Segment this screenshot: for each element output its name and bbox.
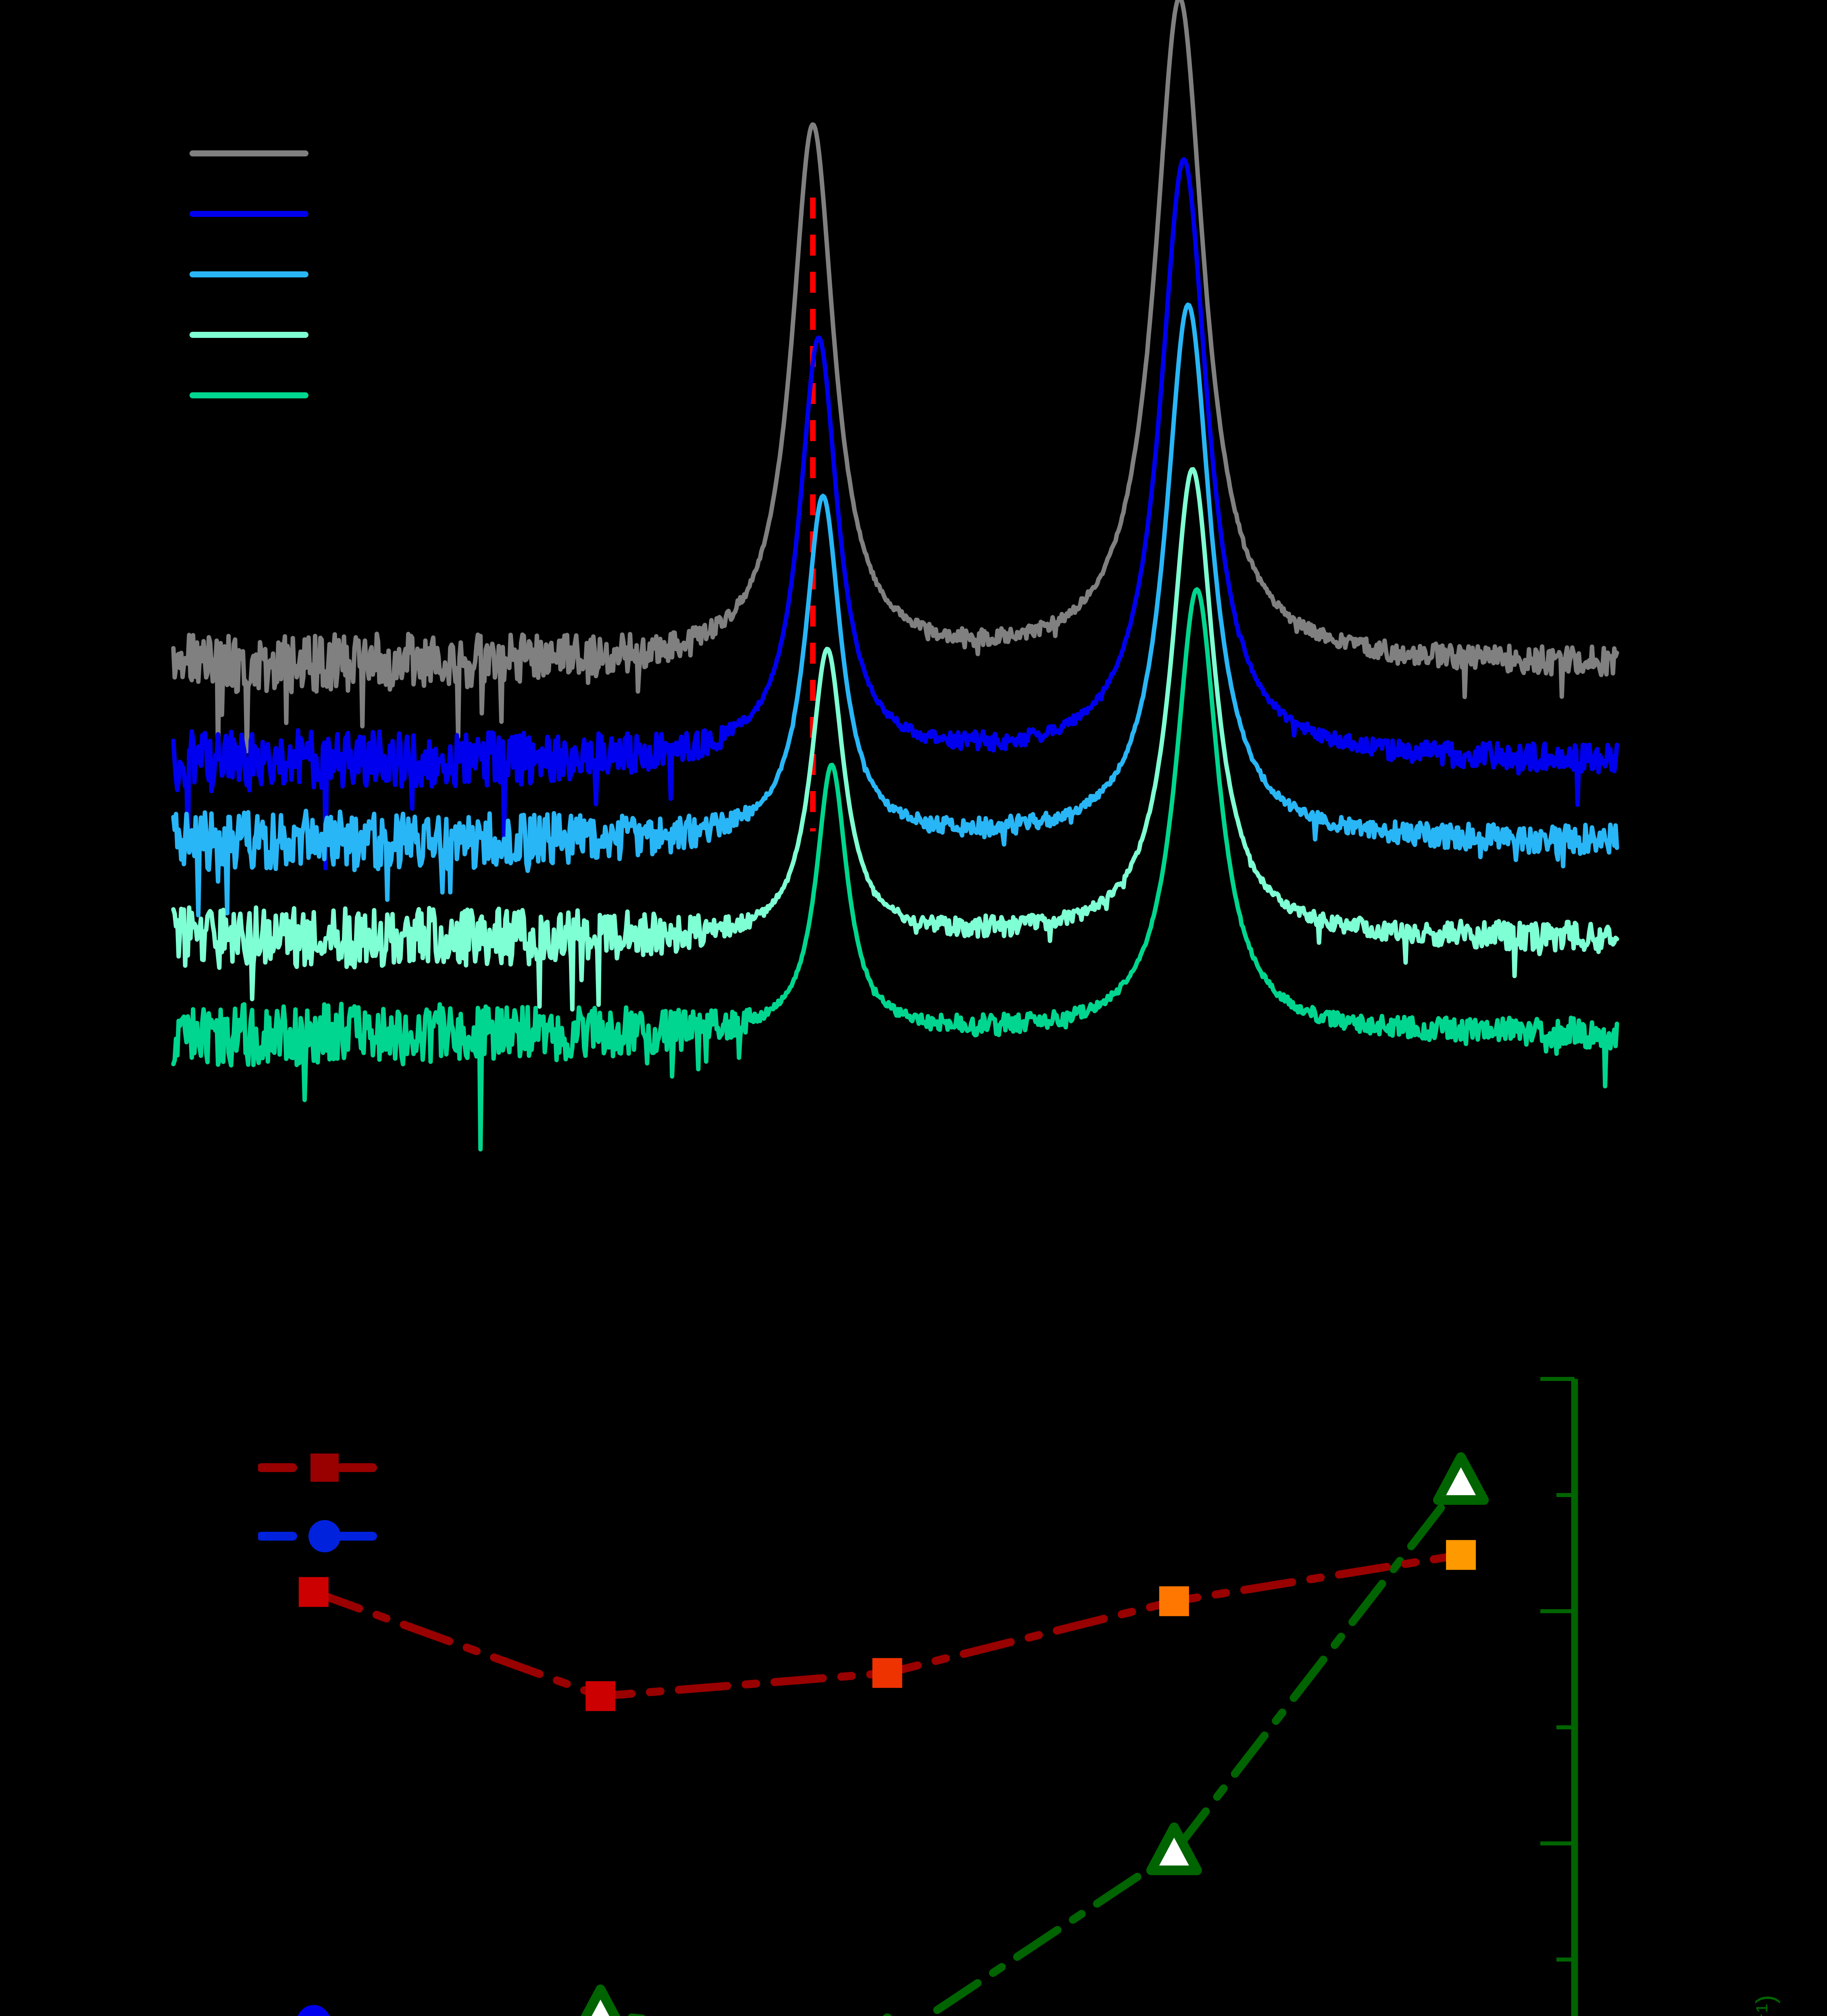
legend-item-spectrum-3[interactable]: 5.4 GPa [190,314,410,355]
legend-item-spectrum-2[interactable]: 3.6 GPa [190,254,410,294]
legend-glyph-svg [257,1454,392,1482]
trend-marker-square [872,1658,902,1688]
trend-marker-square [1446,1540,1476,1570]
trend-marker-circle [298,2005,330,2016]
spectrum-trace-4 [171,587,1619,1152]
legend-marker-peak-2 [257,1512,392,1560]
trend-marker-square [298,1577,329,1607]
legend-label-peak-1: Peak 1 [403,1454,476,1481]
spectrum-trace-2 [171,302,1619,918]
panel-b-plot-area [0,1234,1827,2016]
panel-b-trends: (b) Pressure (GPa) Peak position (cm⁻¹) … [0,1234,1827,2016]
legend-label-spectrum-1: 1.8 GPa [325,200,410,227]
panel-b-svg [298,1377,1578,2016]
legend-swatch-spectrum-3 [190,331,308,338]
panel-a-legend: 0.0 GPa 1.8 GPa 3.6 GPa 5.4 GPa 7.2 GPa [190,133,754,439]
spectrum-trace-3 [171,467,1619,1012]
legend-label-spectrum-4: 7.2 GPa [325,382,410,408]
legend-swatch-spectrum-2 [190,271,308,277]
legend-label-spectrum-0: 0.0 GPa [325,140,410,167]
panel-a-ylabel: Intensity (a.u.) [77,658,107,827]
trend-marker-square [585,1681,616,1711]
legend-label-spectrum-2: 3.6 GPa [325,261,410,287]
legend-swatch-spectrum-1 [190,210,308,217]
legend-label-spectrum-3: 5.4 GPa [325,321,410,348]
legend-item-peak-2[interactable]: Peak 2 [257,1512,476,1560]
legend-swatch-spectrum-0 [190,150,308,156]
panel-b-ylabel-right: FWHM (cm⁻¹) [1750,1995,1781,2016]
panel-b-legend: Peak 1 Peak 2 [257,1443,903,1572]
legend-item-spectrum-0[interactable]: 0.0 GPa [190,133,410,173]
trend-marker-square [1159,1586,1189,1616]
legend-swatch-spectrum-4 [190,392,308,398]
legend-item-spectrum-1[interactable]: 1.8 GPa [190,194,410,234]
spectrum-trace-0 [171,0,1619,758]
trend-marker-triangle [1146,1822,1202,1875]
legend-label-peak-2: Peak 2 [403,1523,476,1549]
panel-a-spectra: 0.0 GPa 1.8 GPa 3.6 GPa 5.4 GPa 7.2 GPa … [73,0,1619,1212]
panel-a-svg [171,0,1619,1152]
panel-b-ylabel-left: Peak position (cm⁻¹) [77,1918,108,2016]
panel-a-tag: (a) [73,57,115,96]
legend-item-spectrum-4[interactable]: 7.2 GPa [190,375,410,415]
legend-glyph-svg [257,1520,392,1552]
spectrum-trace-1 [171,157,1619,871]
trend-marker-triangle [1433,1452,1489,1505]
legend-item-peak-1[interactable]: Peak 1 [257,1443,476,1492]
legend-marker-peak-1 [257,1443,392,1492]
trend-marker-triangle [581,1984,621,2016]
panel-b-tag: (b) [73,1283,117,1321]
panel-a-xlabel: Raman shift (cm⁻¹) [766,1182,992,1212]
